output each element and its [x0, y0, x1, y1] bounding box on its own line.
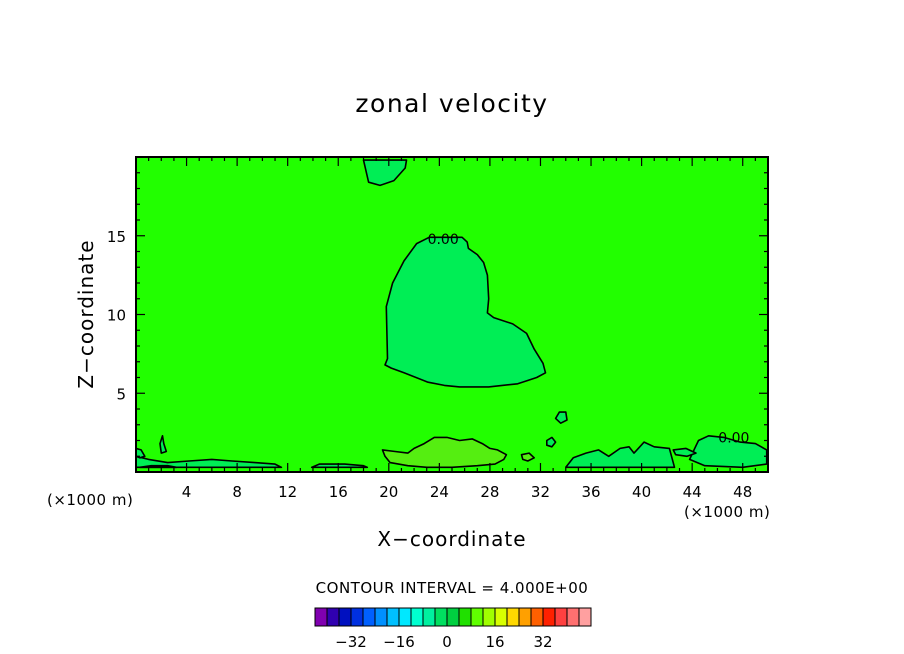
x-tick-label: 4	[182, 483, 192, 501]
x-tick-label: 40	[632, 483, 651, 501]
y-tick-label: 15	[107, 228, 126, 246]
x-tick-label: 12	[278, 483, 297, 501]
contour-region-1	[384, 236, 547, 388]
colorbar-tick-label: 32	[533, 633, 552, 651]
contour-region-2	[362, 159, 408, 187]
colorbar-swatch	[326, 607, 340, 627]
y-tick-label: 10	[107, 307, 126, 325]
colorbar-swatch	[446, 607, 460, 627]
x-tick-label: 8	[232, 483, 242, 501]
contour-region-9	[136, 447, 146, 459]
colorbar-swatch	[554, 607, 568, 627]
x-axis-label: X−coordinate	[377, 527, 526, 551]
y-tick-label: 5	[116, 385, 126, 403]
colorbar-swatch	[314, 607, 328, 627]
colorbar-swatch	[566, 607, 580, 627]
colorbar-swatch	[386, 607, 400, 627]
colorbar-swatch	[470, 607, 484, 627]
colorbar-tick-label: −16	[383, 633, 415, 651]
colorbar	[314, 607, 592, 627]
contour-region-7	[136, 455, 283, 469]
x-tick-label: 28	[480, 483, 499, 501]
colorbar-tick-label: −32	[335, 633, 367, 651]
y-axis-label: Z−coordinate	[74, 239, 98, 388]
contour-region-13	[520, 452, 536, 462]
contour-region-5	[688, 434, 768, 469]
colorbar-swatch	[494, 607, 508, 627]
colorbar-swatch	[518, 607, 532, 627]
colorbar-swatch	[506, 607, 520, 627]
contour-label: 0.00	[718, 430, 749, 446]
contour-label: 0.00	[428, 232, 459, 248]
colorbar-swatch	[350, 607, 364, 627]
contour-region-8	[159, 434, 168, 454]
contour-interval: CONTOUR INTERVAL = 4.000E+00	[316, 579, 589, 597]
contour-region-6	[564, 441, 676, 469]
colorbar-swatch	[578, 607, 592, 627]
x-unit-label-right: (×1000 m)	[684, 503, 770, 521]
x-tick-label: 32	[531, 483, 550, 501]
colorbar-swatch	[398, 607, 412, 627]
x-tick-label: 16	[329, 483, 348, 501]
x-tick-label: 44	[683, 483, 702, 501]
x-tick-label: 20	[379, 483, 398, 501]
colorbar-swatch	[458, 607, 472, 627]
colorbar-swatch	[422, 607, 436, 627]
colorbar-tick-label: 16	[485, 633, 504, 651]
colorbar-swatch	[434, 607, 448, 627]
colorbar-tick-labels: −32 −16 0 16 32	[335, 633, 552, 651]
contour-region-12	[381, 436, 508, 469]
colorbar-swatch	[410, 607, 424, 627]
contour-region-14	[139, 464, 178, 469]
y-tick-labels: 5 10 15	[107, 228, 126, 404]
x-unit-label-left: (×1000 m)	[47, 491, 133, 509]
chart-title: zonal velocity	[355, 89, 548, 118]
colorbar-swatch	[338, 607, 352, 627]
contour-region-10	[310, 463, 369, 469]
x-tick-labels: 4 8 12 16 20 24 28 32 36 40 44 48	[182, 483, 752, 501]
contour-region-3	[554, 411, 568, 425]
axis-ticks	[136, 157, 768, 472]
contour-region-11	[672, 447, 697, 458]
colorbar-tick-label: 0	[442, 633, 452, 651]
colorbar-swatch	[542, 607, 556, 627]
x-tick-label: 36	[581, 483, 600, 501]
contour-region-4	[545, 436, 557, 448]
x-tick-label: 48	[733, 483, 752, 501]
colorbar-swatch	[374, 607, 388, 627]
colorbar-swatch	[530, 607, 544, 627]
colorbar-swatch	[482, 607, 496, 627]
colorbar-swatch	[362, 607, 376, 627]
contour-regions	[136, 159, 768, 469]
contour-labels: 0.00 0.00	[428, 232, 750, 446]
x-tick-label: 24	[430, 483, 449, 501]
